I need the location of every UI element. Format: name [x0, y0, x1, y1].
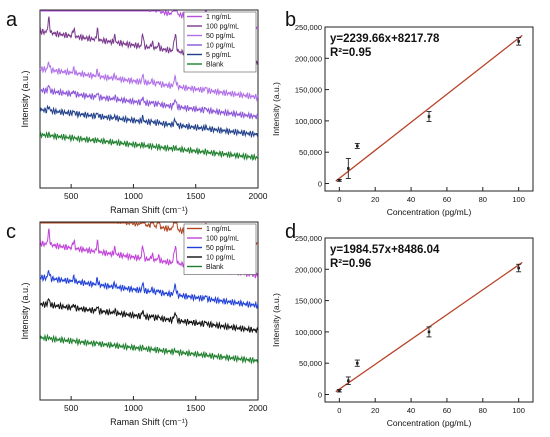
y-tick-label: 250,000 — [295, 23, 322, 32]
series-line-10-pg-ml — [39, 297, 259, 334]
legend-label: 100 pg/mL — [206, 236, 239, 243]
plot-frame — [324, 237, 534, 403]
legend-label: 5 pg/mL — [206, 52, 231, 59]
x-tick-label: 40 — [407, 406, 415, 415]
plot-frame — [324, 26, 534, 192]
fit-line — [335, 34, 523, 182]
x-tick-label: 100 — [512, 195, 525, 204]
r-squared: R²=0.95 — [330, 47, 372, 59]
legend-label: 50 pg/mL — [206, 245, 235, 252]
x-tick-label: 20 — [371, 195, 379, 204]
y-tick-label: 200,000 — [295, 54, 322, 63]
data-point — [347, 167, 350, 170]
series-line-10-pg-ml — [39, 84, 259, 120]
y-tick-label: 200,000 — [295, 265, 322, 274]
x-tick-label: 100 — [512, 406, 525, 415]
y-axis-label: Intensity (a.u.) — [271, 82, 281, 136]
data-point — [355, 144, 359, 148]
calibration-chart-b: 0 50,000 100,000 150,000 200,000 250,000 0 20 40… — [271, 9, 534, 217]
x-tick-label: 1500 — [186, 191, 205, 201]
y-tick-label: 250,000 — [295, 234, 322, 243]
y-tick-label: 150,000 — [295, 297, 322, 306]
x-tick-label: 80 — [479, 195, 487, 204]
plot-frame — [39, 9, 259, 189]
y-axis-label: Intensity (a.u.) — [20, 70, 30, 127]
x-tick-label: 2000 — [249, 403, 268, 413]
y-tick-label: 0 — [318, 179, 322, 188]
x-tick-label: 0 — [337, 406, 341, 415]
x-axis-label: Raman Shift (cm⁻¹) — [110, 205, 188, 215]
y-tick-label: 50,000 — [299, 148, 322, 157]
data-point — [347, 379, 350, 383]
data-point — [427, 115, 431, 118]
panel-letter-b: b — [285, 9, 296, 31]
y-tick-label: 50,000 — [299, 359, 322, 368]
legend-label: 1 ng/mL — [206, 14, 231, 21]
legend-label: Blank — [206, 264, 224, 271]
data-point — [427, 330, 431, 334]
series-line-50-pg-ml — [39, 61, 259, 102]
legend-box — [183, 11, 257, 73]
fit-equation: y=2239.66x+8217.78 — [330, 33, 440, 45]
y-tick-label: 0 — [318, 390, 322, 399]
fit-equation: y=1984.57x+8486.04 — [330, 244, 440, 256]
x-tick-label: 80 — [479, 406, 487, 415]
legend-label: 10 pg/mL — [206, 255, 235, 262]
x-tick-label: 500 — [64, 191, 78, 201]
panel-letter-c: c — [6, 221, 16, 243]
y-axis-label: Intensity (a.u.) — [20, 282, 30, 339]
legend-label: 50 pg/mL — [206, 33, 235, 40]
x-axis-label: Concentration (pg/mL) — [387, 207, 472, 217]
y-tick-label: 100,000 — [295, 328, 322, 337]
x-axis-label: Raman Shift (cm⁻¹) — [110, 417, 188, 427]
x-tick-label: 60 — [443, 195, 451, 204]
x-tick-label: 1500 — [186, 403, 205, 413]
data-point — [517, 40, 520, 43]
plot-frame — [39, 221, 259, 401]
legend-label: 1 ng/mL — [206, 226, 231, 233]
x-tick-label: 0 — [337, 195, 341, 204]
legend-label: 100 pg/mL — [206, 24, 239, 31]
data-point — [517, 266, 520, 270]
x-tick-label: 2000 — [249, 191, 268, 201]
data-point — [338, 179, 341, 182]
data-point — [338, 389, 341, 393]
legend-label: Blank — [206, 62, 224, 69]
x-tick-label: 1000 — [124, 403, 143, 413]
raman-chart-c: 500 1000 1500 2000 Raman Shift (cm⁻¹) Intensi… — [6, 221, 268, 427]
series-line-blank — [39, 333, 259, 365]
calibration-chart-d: 0 50,000 100,000 150,000 200,000 250,000 0 20 40… — [271, 221, 534, 428]
y-tick-label: 100,000 — [295, 117, 322, 126]
panel-letter-a: a — [6, 9, 18, 31]
x-tick-label: 20 — [371, 406, 379, 415]
panel-letter-d: d — [285, 221, 296, 243]
raman-chart-a: 500 1000 1500 2000 Raman Shift (cm⁻¹) Intensi… — [6, 9, 268, 215]
legend-label: 10 pg/mL — [206, 43, 235, 50]
series-line-blank — [39, 131, 259, 162]
series-line-50-pg-ml — [39, 270, 259, 309]
y-axis-label: Intensity (a.u.) — [271, 293, 281, 347]
x-tick-label: 60 — [443, 406, 451, 415]
x-tick-label: 1000 — [124, 191, 143, 201]
data-point — [355, 361, 359, 365]
x-tick-label: 500 — [64, 403, 78, 413]
x-axis-label: Concentration (pg/mL) — [387, 418, 472, 428]
x-tick-label: 40 — [407, 195, 415, 204]
y-tick-label: 150,000 — [295, 86, 322, 95]
series-line-5-pg-ml — [39, 104, 259, 139]
r-squared: R²=0.96 — [330, 258, 371, 270]
